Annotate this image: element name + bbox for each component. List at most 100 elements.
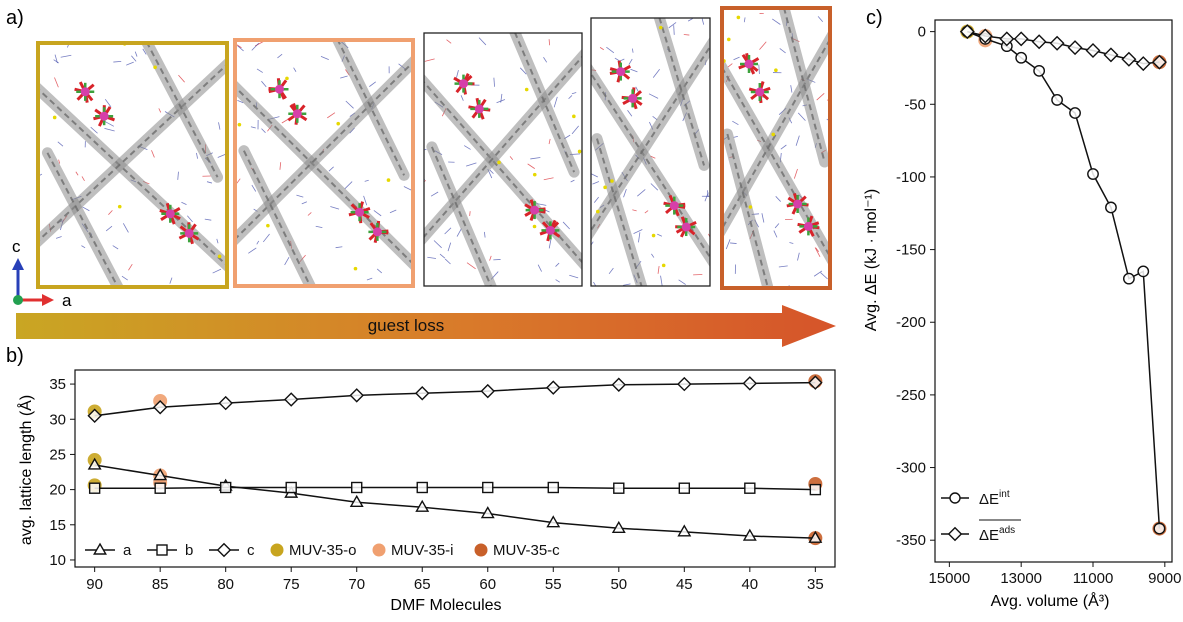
- solvent-molecule: [261, 128, 266, 133]
- solvent-molecule: [369, 81, 376, 87]
- solvent-molecule: [816, 93, 825, 101]
- metal-atom: [803, 221, 813, 231]
- x-tick-label-b: 80: [217, 576, 234, 593]
- solvent-molecule: [469, 211, 471, 216]
- solvent-molecule: [328, 166, 334, 172]
- solvent-molecule: [593, 281, 597, 286]
- y-tick-label-c: -150: [896, 242, 926, 259]
- solvent-molecule: [75, 171, 79, 176]
- metal-atom: [80, 87, 90, 97]
- solvent-molecule: [251, 42, 260, 51]
- structure-snapshot: [36, 41, 229, 289]
- solvent-molecule: [112, 245, 119, 250]
- data-point-c: [546, 380, 561, 395]
- solvent-molecule: [57, 141, 64, 147]
- framework-strand-detail: [595, 138, 643, 286]
- solvent-molecule: [315, 225, 323, 229]
- x-tick-label-b: 40: [741, 576, 758, 593]
- solvent-molecule: [301, 201, 308, 205]
- solvent-molecule: [733, 135, 738, 138]
- solvent-molecule: [632, 209, 637, 212]
- c-axis-arrowhead: [12, 258, 24, 270]
- solvent-molecule: [196, 152, 198, 159]
- solvent-molecule: [779, 48, 786, 54]
- panel-c-energy-chart: Avg. volume (Å³) Avg. ΔE (kJ · mol⁻¹) 15…: [863, 19, 1182, 610]
- solvent-molecule: [543, 57, 548, 63]
- y-tick-label-b: 20: [49, 482, 66, 499]
- metal-atom: [474, 104, 484, 114]
- data-point-c: [87, 408, 102, 423]
- y-tick-label-c: -200: [896, 314, 926, 331]
- legend-marker-highlight: [270, 543, 284, 557]
- solvent-molecule: [121, 275, 128, 281]
- solvent-molecule: [780, 144, 787, 150]
- snapshot-frame: [233, 38, 415, 288]
- solvent-molecule: [478, 37, 487, 46]
- data-point-c: [1085, 43, 1101, 59]
- solvent-molecule: [553, 96, 558, 108]
- solvent-molecule: [60, 54, 72, 58]
- framework-strand-detail: [424, 55, 582, 239]
- data-point-a: [546, 515, 561, 528]
- solvent-molecule: [340, 75, 348, 79]
- data-point-c: [808, 375, 823, 390]
- metal-atom: [165, 209, 175, 219]
- solvent-molecule: [181, 201, 187, 205]
- framework-strand-detail: [514, 33, 576, 173]
- data-point-a: [677, 524, 692, 537]
- sulfur-atom: [726, 37, 731, 42]
- legend-label: a: [123, 542, 132, 559]
- solvent-molecule: [599, 47, 604, 51]
- solvent-molecule: [797, 252, 800, 261]
- solvent-molecule: [627, 109, 633, 117]
- x-tick-label-b: 90: [86, 576, 103, 593]
- solvent-molecule: [519, 67, 527, 75]
- solvent-molecule: [296, 194, 304, 198]
- solvent-molecule: [54, 77, 59, 88]
- data-point-a: [349, 494, 364, 507]
- solvent-molecule: [651, 253, 655, 258]
- solvent-molecule: [237, 99, 244, 104]
- data-point-c: [1151, 54, 1167, 70]
- metal-atom: [545, 225, 555, 235]
- a-axis-label: a: [62, 291, 72, 310]
- solvent-molecule: [593, 196, 599, 203]
- solvent-molecule: [279, 162, 282, 170]
- guest-loss-arrow: guest loss: [16, 305, 836, 347]
- legend-marker-highlight: [474, 543, 488, 557]
- solvent-molecule: [606, 46, 615, 54]
- solvent-molecule: [569, 274, 579, 279]
- data-point-a: [742, 528, 757, 541]
- data-point-c: [1123, 272, 1135, 285]
- sulfur-atom: [658, 25, 663, 30]
- solvent-molecule: [466, 262, 476, 270]
- framework-strand-detail: [658, 18, 706, 166]
- panel-label-a: a): [6, 7, 24, 29]
- solvent-molecule: [484, 231, 486, 238]
- solvent-molecule: [250, 126, 256, 129]
- metal-atom: [372, 227, 382, 237]
- solvent-molecule: [758, 64, 760, 74]
- solvent-molecule: [178, 74, 185, 83]
- solvent-molecule: [466, 162, 477, 167]
- solvent-molecule: [237, 45, 244, 52]
- panel-b-lattice-chart: DMF Molecules avg. lattice length (Å) 90…: [16, 369, 836, 614]
- series-line-a: [94, 464, 816, 539]
- sulfur-atom: [572, 114, 576, 119]
- solvent-molecule: [652, 116, 658, 121]
- solvent-molecule: [509, 156, 514, 160]
- data-point-a: [480, 506, 495, 519]
- solvent-molecule: [424, 148, 427, 151]
- structure-snapshot: [233, 38, 415, 288]
- data-point-c: [611, 377, 627, 393]
- metal-atom: [99, 111, 109, 121]
- solvent-molecule: [248, 247, 257, 254]
- solvent-molecule: [623, 189, 627, 198]
- legend-label: c: [247, 542, 255, 559]
- solvent-molecule: [216, 238, 219, 244]
- legend-marker-a: [93, 542, 107, 555]
- snapshot-background: [424, 33, 582, 286]
- solvent-molecule: [256, 68, 263, 73]
- y-tick-label-c: -100: [896, 169, 926, 186]
- solvent-molecule: [527, 163, 535, 169]
